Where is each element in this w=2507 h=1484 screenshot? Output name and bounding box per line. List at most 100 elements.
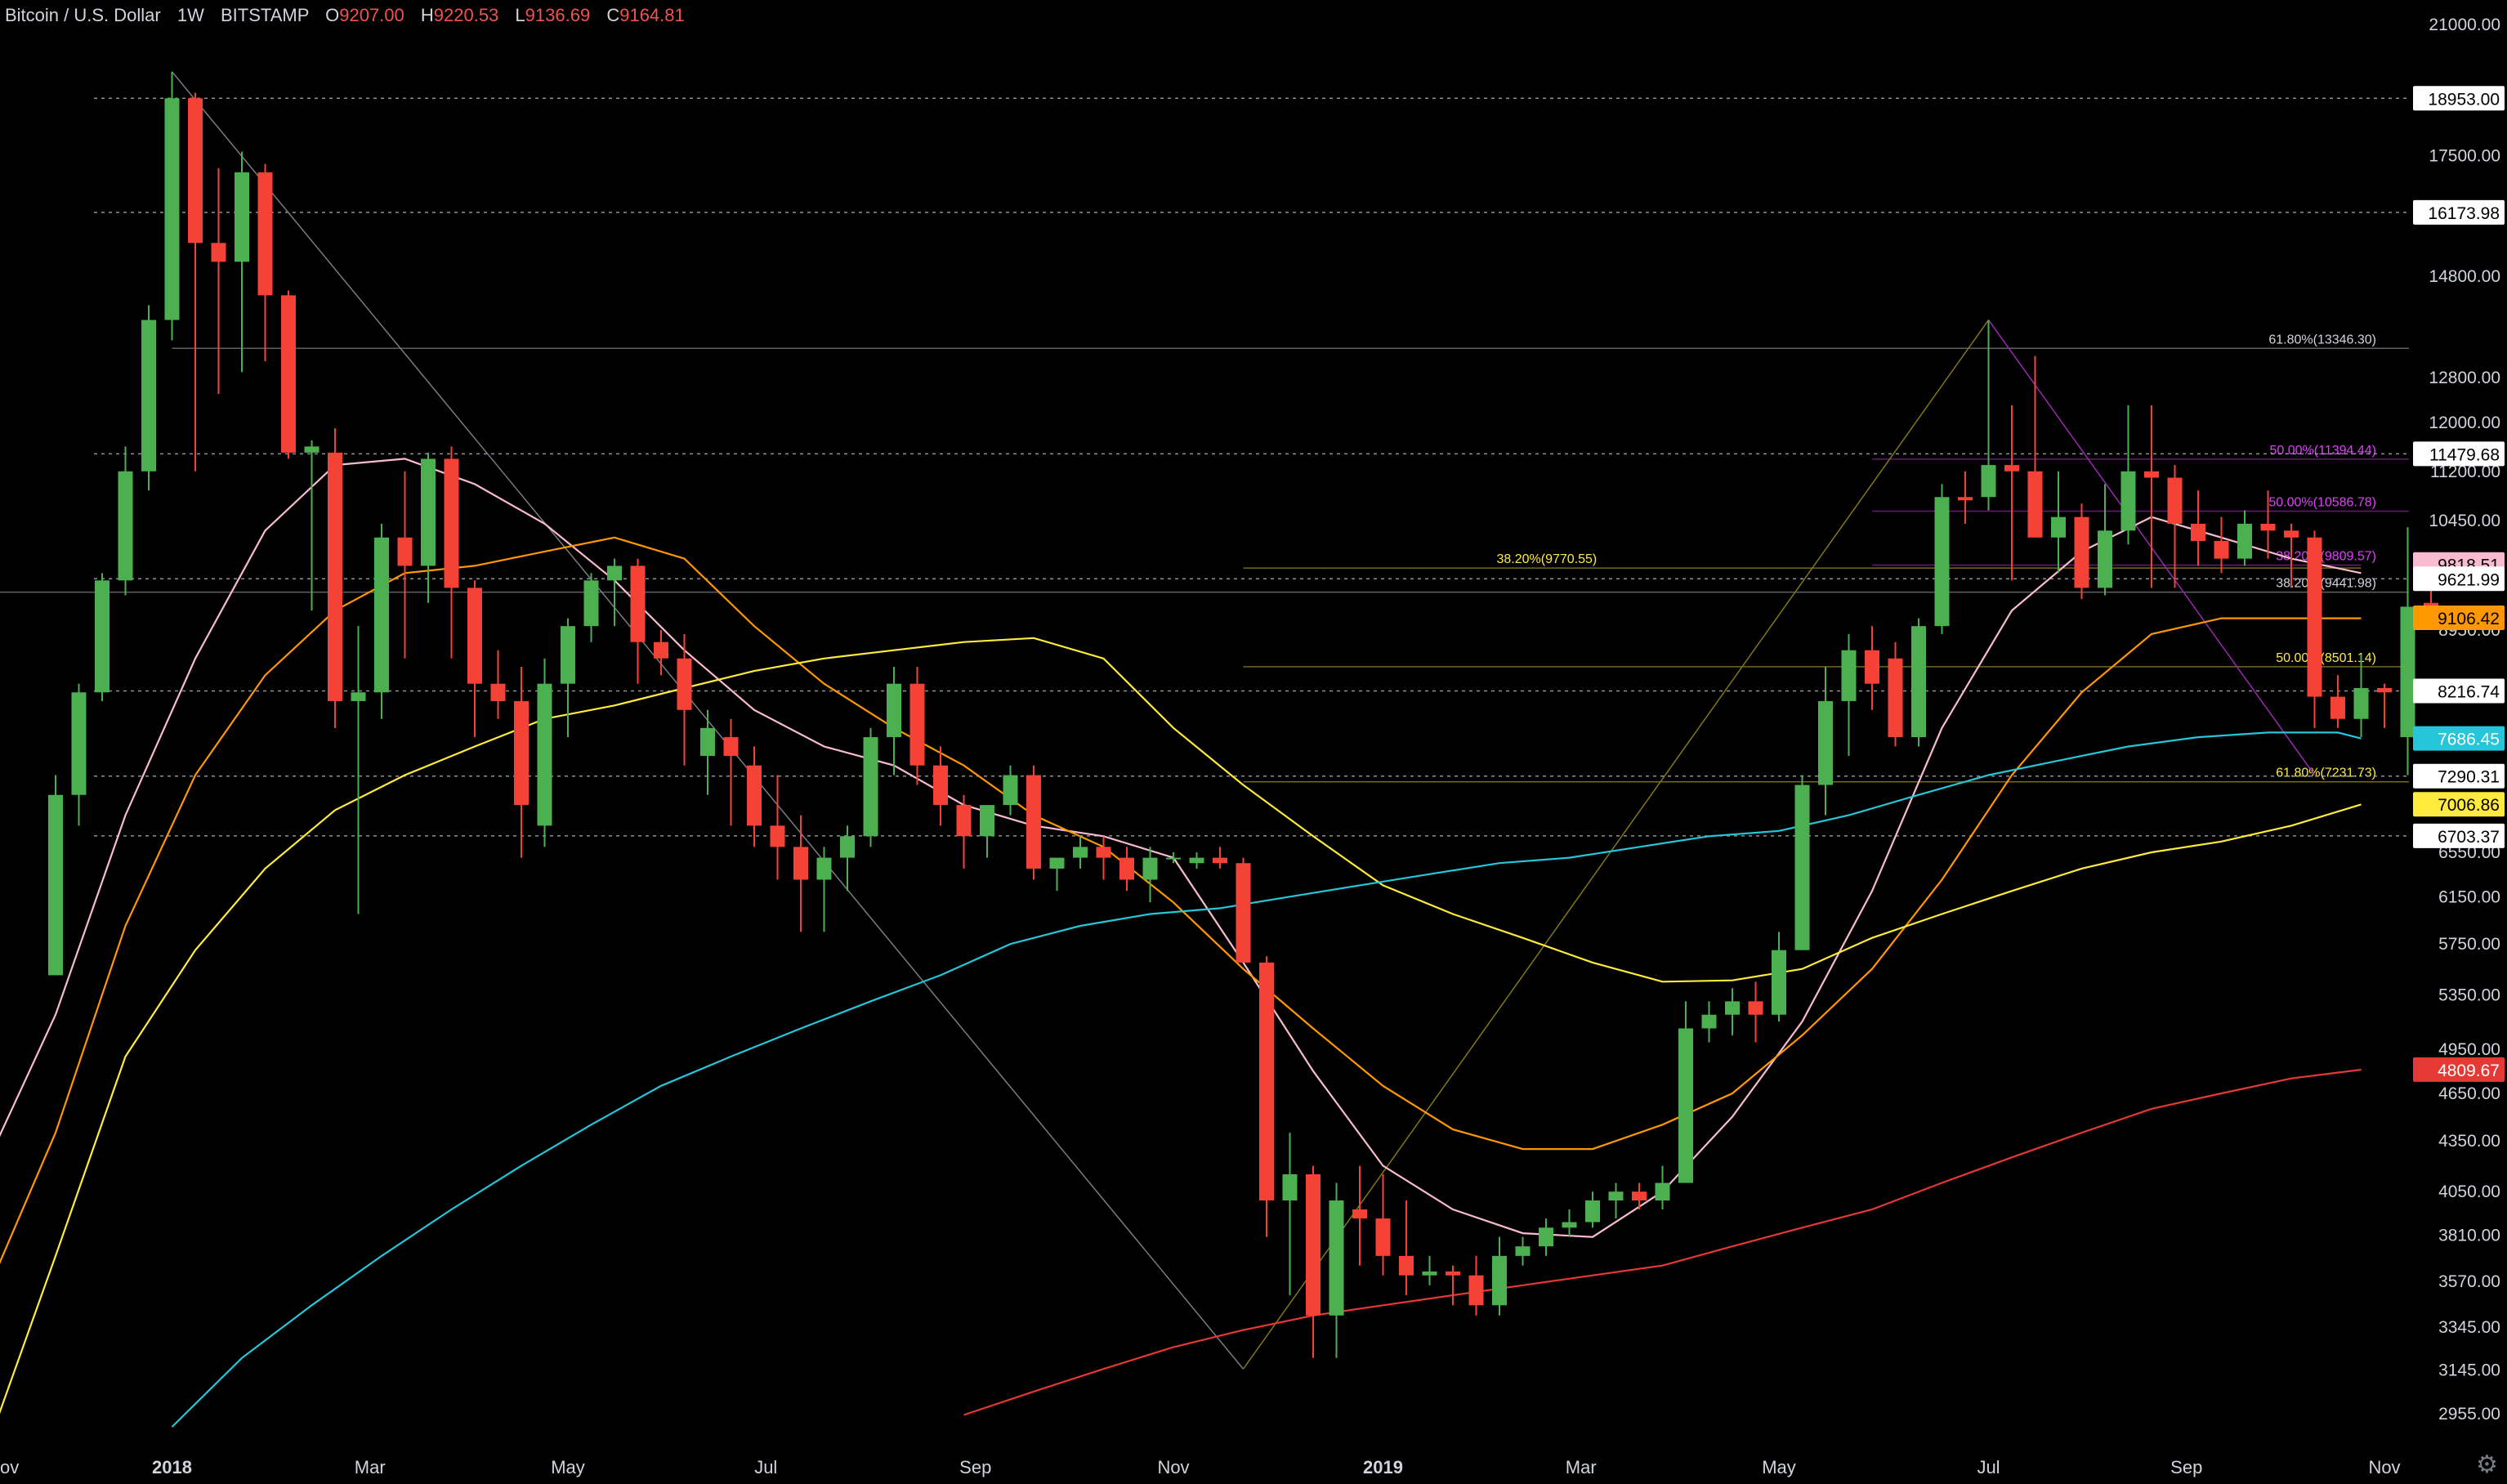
candle xyxy=(1678,1001,1693,1183)
candle xyxy=(1562,1209,1577,1237)
candle xyxy=(1632,1182,1647,1209)
candle-body xyxy=(607,565,622,581)
candle-body xyxy=(257,172,273,296)
moving-average-line xyxy=(171,731,2362,1428)
candle-body xyxy=(1794,784,1810,950)
time-tick: Jul xyxy=(754,1457,777,1477)
price-badge-label: 7686.45 xyxy=(2438,731,2500,749)
candle xyxy=(2237,510,2252,566)
candle xyxy=(537,658,552,847)
candle-body xyxy=(1306,1173,1321,1316)
candle-body xyxy=(630,565,646,642)
candle xyxy=(1282,1133,1298,1295)
low-value: 9136.69 xyxy=(525,5,591,25)
candle xyxy=(561,618,575,738)
candle-body xyxy=(1748,1001,1763,1015)
candle xyxy=(1515,1236,1531,1266)
candle xyxy=(1189,852,1204,869)
price-badge xyxy=(2413,726,2505,751)
candle-body xyxy=(887,683,901,738)
price-tick: 4950.00 xyxy=(2438,1040,2500,1059)
price-tick: 21000.00 xyxy=(2429,16,2500,34)
candle-body xyxy=(1678,1028,1693,1183)
candle-body xyxy=(164,98,180,320)
candle-body xyxy=(2284,530,2299,538)
fib-label: 61.80%(13346.30) xyxy=(2268,333,2376,346)
candle xyxy=(1585,1191,1600,1228)
fib-levels: 61.80%(13346.30) 50.00%(11394.44) 50.00%(1… xyxy=(0,333,2409,783)
close-label: C xyxy=(606,5,620,25)
close-value: 9164.81 xyxy=(619,5,685,25)
candle-body xyxy=(1981,465,1996,498)
high-value: 9220.53 xyxy=(433,5,499,25)
candle xyxy=(723,718,739,826)
moving-averages xyxy=(0,458,2362,1428)
candle-body xyxy=(2377,687,2392,693)
price-badge-label: 8216.74 xyxy=(2438,682,2500,701)
price-badge-label: 16173.98 xyxy=(2428,204,2500,223)
candle-body xyxy=(1142,857,1158,880)
candle xyxy=(2098,484,2112,596)
candle-body xyxy=(816,857,832,880)
candle xyxy=(1492,1236,1507,1316)
fib-label: 50.00%(10586.78) xyxy=(2268,496,2376,510)
price-badge xyxy=(2413,606,2505,631)
candle-body xyxy=(770,825,785,847)
candle xyxy=(2191,490,2205,566)
candle xyxy=(1306,1165,1321,1358)
candle xyxy=(1375,1173,1391,1276)
candle xyxy=(1236,857,1251,963)
price-tick: 12800.00 xyxy=(2429,369,2500,387)
candle-body xyxy=(351,692,366,701)
trend-lines xyxy=(171,71,2316,1370)
candle-body xyxy=(1492,1255,1507,1306)
time-axis: ov 2018 Mar May Jul Sep Nov 2019 Mar May Jul Sep Nov… xyxy=(0,1457,2401,1477)
candle xyxy=(1119,847,1134,892)
candle-body xyxy=(1585,1200,1600,1223)
candle xyxy=(2400,527,2415,776)
interval[interactable]: 1W xyxy=(177,5,204,25)
settings-gear-icon[interactable]: ⚙ xyxy=(2476,1451,2498,1478)
candle xyxy=(397,471,413,659)
candle-body xyxy=(1073,847,1088,858)
candle-body xyxy=(1888,658,1903,738)
candle xyxy=(2004,405,2019,581)
candle-body xyxy=(2237,523,2252,559)
candle-body xyxy=(1772,950,1786,1015)
time-tick: Nov xyxy=(2368,1457,2400,1477)
candle xyxy=(2330,675,2345,728)
high-label: H xyxy=(420,5,434,25)
open-label: O xyxy=(325,5,340,25)
candle-body xyxy=(1049,857,1065,869)
symbol-name[interactable]: Bitcoin / U.S. Dollar xyxy=(5,5,161,25)
candle xyxy=(188,92,203,472)
price-tick: 3570.00 xyxy=(2438,1272,2500,1291)
candle-body xyxy=(1446,1271,1460,1276)
candle-body xyxy=(2098,530,2112,588)
candle xyxy=(2353,654,2369,738)
price-badge xyxy=(2413,441,2505,467)
moving-average-line xyxy=(0,536,2362,1265)
candle-body xyxy=(397,537,413,566)
candle-body xyxy=(188,98,203,244)
candle-body xyxy=(1375,1218,1391,1256)
candle-body xyxy=(1282,1173,1298,1201)
candle xyxy=(2074,503,2089,600)
price-badge-label: 9621.99 xyxy=(2438,570,2500,589)
candle-body xyxy=(421,458,436,566)
candle xyxy=(1026,765,1041,880)
candle xyxy=(374,523,389,719)
candle-body xyxy=(980,805,994,837)
price-badge-label: 4809.67 xyxy=(2438,1062,2500,1080)
candle-body xyxy=(1119,857,1134,880)
candle xyxy=(933,746,948,826)
candle xyxy=(677,633,692,766)
price-badge xyxy=(2413,792,2505,817)
fib-label: 61.80%(7231.73) xyxy=(2276,767,2376,780)
candle-body xyxy=(840,836,855,858)
candle-body xyxy=(793,847,808,880)
candle-body xyxy=(933,765,948,806)
candle xyxy=(304,440,320,611)
candle xyxy=(980,805,994,858)
